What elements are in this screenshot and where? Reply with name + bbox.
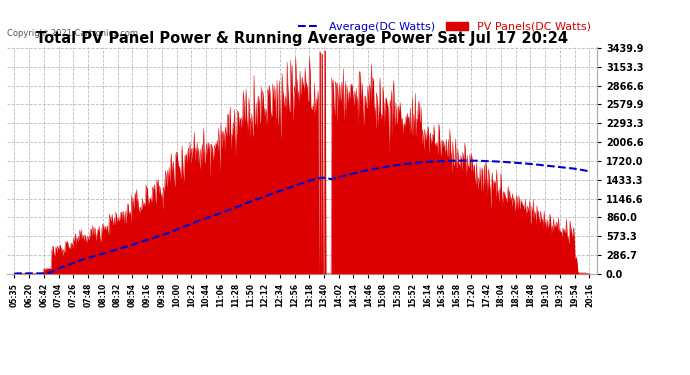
Title: Total PV Panel Power & Running Average Power Sat Jul 17 20:24: Total PV Panel Power & Running Average P… [36,31,568,46]
Text: Copyright 2021 Cartronics.com: Copyright 2021 Cartronics.com [7,29,138,38]
Legend: Average(DC Watts), PV Panels(DC Watts): Average(DC Watts), PV Panels(DC Watts) [298,22,591,32]
